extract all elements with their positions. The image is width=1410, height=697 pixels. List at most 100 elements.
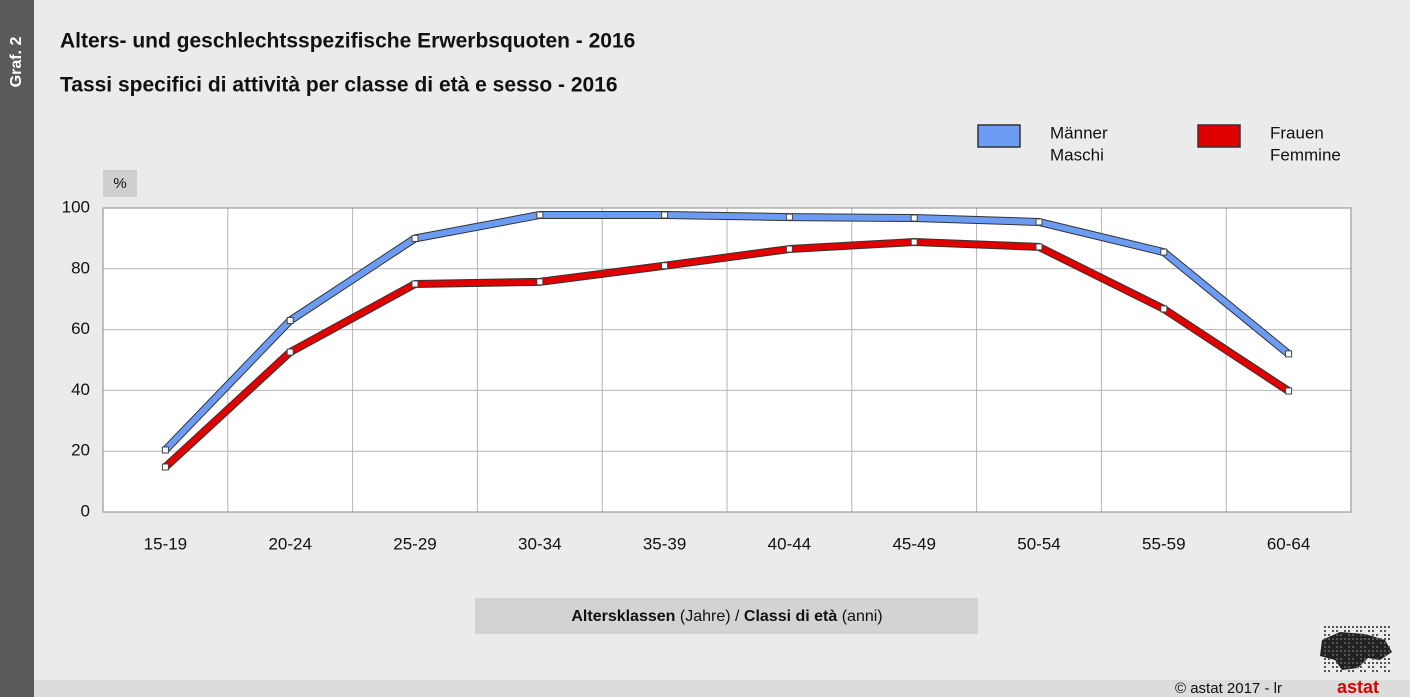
logo-dot bbox=[1368, 662, 1370, 664]
logo-dot bbox=[1376, 658, 1378, 660]
point bbox=[910, 214, 918, 222]
logo-dot bbox=[1360, 658, 1362, 660]
logo-dot bbox=[1336, 670, 1338, 672]
logo-dot bbox=[1384, 646, 1386, 648]
legend-label: Maschi bbox=[1050, 145, 1104, 164]
logo-dot bbox=[1332, 630, 1334, 632]
logo-dot bbox=[1364, 626, 1366, 628]
logo-dot bbox=[1332, 638, 1334, 640]
x-tick-label: 25-29 bbox=[393, 534, 436, 553]
logo-dot bbox=[1384, 638, 1386, 640]
logo-dot bbox=[1368, 666, 1370, 668]
logo-dot bbox=[1348, 650, 1350, 652]
y-tick-label: 100 bbox=[62, 197, 90, 216]
logo-dot bbox=[1360, 638, 1362, 640]
logo-dot bbox=[1324, 650, 1326, 652]
logo-dot bbox=[1324, 642, 1326, 644]
logo-dot bbox=[1348, 670, 1350, 672]
logo-dot bbox=[1328, 646, 1330, 648]
logo-dot bbox=[1368, 642, 1370, 644]
logo-dot bbox=[1364, 658, 1366, 660]
logo-dot bbox=[1380, 642, 1382, 644]
point bbox=[536, 278, 544, 286]
logo-dot bbox=[1324, 646, 1326, 648]
logo-dot bbox=[1376, 670, 1378, 672]
logo-dot bbox=[1372, 670, 1374, 672]
y-tick-label: 40 bbox=[71, 380, 90, 399]
logo-dot bbox=[1356, 662, 1358, 664]
logo-dot bbox=[1356, 630, 1358, 632]
logo-dot bbox=[1348, 638, 1350, 640]
logo-dot bbox=[1340, 634, 1342, 636]
chart-title: Alters- und geschlechtsspezifische Erwer… bbox=[60, 30, 635, 53]
point bbox=[661, 262, 669, 270]
point bbox=[1285, 387, 1293, 395]
point bbox=[1035, 243, 1043, 251]
logo-dot bbox=[1324, 670, 1326, 672]
logo-dot bbox=[1332, 650, 1334, 652]
logo-dot bbox=[1388, 670, 1390, 672]
logo-dot bbox=[1368, 650, 1370, 652]
logo-dot bbox=[1332, 662, 1334, 664]
point bbox=[1160, 305, 1168, 313]
logo-dot bbox=[1388, 662, 1390, 664]
x-tick-label: 40-44 bbox=[768, 534, 811, 553]
logo-dot bbox=[1388, 626, 1390, 628]
logo-dot bbox=[1388, 650, 1390, 652]
logo-dot bbox=[1380, 630, 1382, 632]
logo-dot bbox=[1372, 638, 1374, 640]
logo-dot bbox=[1324, 626, 1326, 628]
logo-map bbox=[1320, 626, 1392, 672]
logo-dot bbox=[1356, 666, 1358, 668]
logo-dot bbox=[1340, 650, 1342, 652]
footer: © astat 2017 - lr bbox=[1175, 680, 1282, 697]
logo-dot bbox=[1352, 658, 1354, 660]
logo-dot bbox=[1360, 662, 1362, 664]
logo-dot bbox=[1340, 670, 1342, 672]
logo-dot bbox=[1344, 638, 1346, 640]
logo-dot bbox=[1336, 642, 1338, 644]
legend-swatch bbox=[1197, 124, 1241, 148]
logo-dot bbox=[1360, 670, 1362, 672]
logo-dot bbox=[1348, 634, 1350, 636]
logo-dot bbox=[1352, 634, 1354, 636]
logo-dot bbox=[1336, 650, 1338, 652]
logo-dot bbox=[1372, 666, 1374, 668]
logo-dot bbox=[1364, 650, 1366, 652]
line bbox=[163, 239, 1291, 470]
logo-dot bbox=[1332, 654, 1334, 656]
logo-dot bbox=[1372, 642, 1374, 644]
logo-dot bbox=[1340, 658, 1342, 660]
logo-dot bbox=[1340, 662, 1342, 664]
logo-dot bbox=[1380, 626, 1382, 628]
logo-dot bbox=[1364, 662, 1366, 664]
logo-dot bbox=[1356, 638, 1358, 640]
logo-dot bbox=[1352, 662, 1354, 664]
logo-dot bbox=[1356, 626, 1358, 628]
logo-dot bbox=[1324, 634, 1326, 636]
y-tick-label: 20 bbox=[71, 441, 90, 460]
logo-dot bbox=[1364, 670, 1366, 672]
logo-dot bbox=[1352, 670, 1354, 672]
logo-dot bbox=[1380, 638, 1382, 640]
logo-dot bbox=[1384, 650, 1386, 652]
logo-dot bbox=[1324, 666, 1326, 668]
logo-dot bbox=[1376, 650, 1378, 652]
logo-dot bbox=[1324, 654, 1326, 656]
logo-dot bbox=[1328, 670, 1330, 672]
logo-dot bbox=[1364, 634, 1366, 636]
logo-dot bbox=[1332, 666, 1334, 668]
logo-dot bbox=[1388, 638, 1390, 640]
logo-dot bbox=[1368, 638, 1370, 640]
logo-dot bbox=[1328, 650, 1330, 652]
plot-frame bbox=[102, 207, 1352, 513]
logo-dot bbox=[1348, 642, 1350, 644]
x-tick-label: 15-19 bbox=[144, 534, 187, 553]
logo-dot bbox=[1388, 646, 1390, 648]
logo-dot bbox=[1336, 638, 1338, 640]
logo-dot bbox=[1328, 658, 1330, 660]
logo-dot bbox=[1340, 646, 1342, 648]
logo-dot bbox=[1372, 634, 1374, 636]
logo-dot bbox=[1336, 634, 1338, 636]
